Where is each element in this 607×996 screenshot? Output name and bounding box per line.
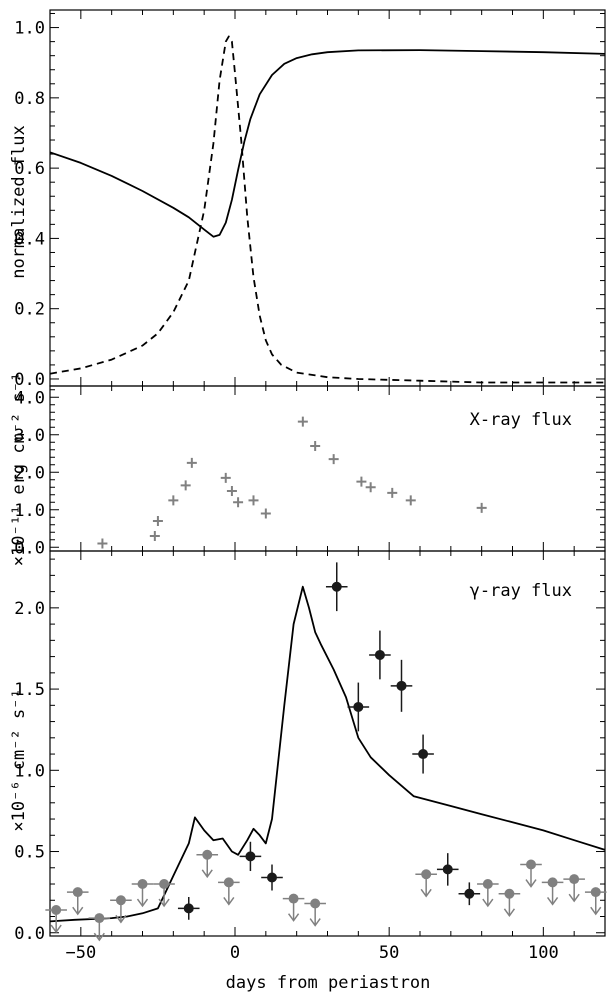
down-arrow-icon bbox=[420, 888, 432, 898]
x-axis-label: days from periastron bbox=[226, 973, 431, 993]
upper-limit-point bbox=[504, 888, 515, 899]
gamma-detection-point bbox=[396, 680, 407, 691]
upper-limit-point bbox=[526, 859, 536, 870]
xray-point bbox=[220, 472, 231, 483]
y-tick-label: 0.4 bbox=[14, 229, 45, 249]
y-tick-label: 0.5 bbox=[14, 843, 45, 863]
xray-point bbox=[365, 482, 376, 493]
y-tick-label: 0.0 bbox=[14, 924, 45, 944]
plot-frame bbox=[49, 550, 606, 937]
upper-limit-point bbox=[72, 887, 83, 898]
down-arrow-icon bbox=[482, 898, 494, 908]
solid-curve bbox=[49, 585, 606, 923]
y-tick-label: 1.5 bbox=[14, 680, 45, 700]
y-tick-label: 0.6 bbox=[14, 159, 45, 179]
upper-limit-point bbox=[115, 895, 126, 906]
down-arrow-icon bbox=[115, 914, 127, 924]
gamma-detection-point bbox=[245, 851, 256, 862]
upper-limit-point bbox=[202, 849, 213, 860]
y-tick-label: 0.0 bbox=[14, 370, 45, 390]
xray-point bbox=[356, 476, 367, 487]
down-arrow-icon bbox=[503, 908, 516, 918]
x-tick-label: 0 bbox=[230, 943, 240, 963]
upper-limit-point bbox=[51, 905, 62, 916]
upper-limit-point bbox=[547, 877, 558, 888]
xray-point bbox=[387, 487, 398, 498]
y-tick-label: 0.8 bbox=[14, 89, 45, 109]
gamma-detection-point bbox=[374, 649, 385, 660]
xray-point bbox=[226, 486, 237, 496]
down-arrow-icon bbox=[525, 879, 537, 888]
top-ylabel: normalized flux bbox=[9, 125, 29, 279]
y-tick-label: 0.2 bbox=[14, 300, 45, 320]
y-tick-label: 4.0 bbox=[14, 388, 45, 408]
down-arrow-icon bbox=[309, 918, 321, 927]
upper-limit-point bbox=[310, 898, 321, 909]
xray-point bbox=[310, 441, 321, 451]
bot-ylabel: ×10⁻⁶ cm⁻² s⁻¹ bbox=[9, 688, 29, 831]
solid-curve bbox=[49, 49, 606, 238]
down-arrow-icon bbox=[136, 898, 149, 908]
upper-limit-point bbox=[159, 879, 170, 890]
x-tick-label: 50 bbox=[379, 943, 399, 963]
xray-point bbox=[248, 495, 259, 506]
xray-point bbox=[233, 497, 244, 508]
x-tick-label: 100 bbox=[528, 943, 559, 963]
down-arrow-icon bbox=[590, 906, 602, 916]
xray-point bbox=[186, 457, 197, 468]
down-arrow-icon bbox=[93, 932, 105, 942]
xray-point bbox=[180, 480, 191, 491]
xray-point bbox=[476, 502, 487, 513]
gamma-detection-point bbox=[267, 872, 277, 883]
upper-limit-point bbox=[421, 869, 432, 880]
y-tick-label: 1.0 bbox=[14, 761, 45, 781]
xray-point bbox=[260, 508, 271, 519]
xray-point bbox=[168, 495, 179, 506]
y-tick-label: 0.0 bbox=[14, 538, 45, 558]
xray-point bbox=[405, 495, 416, 506]
xray-point bbox=[149, 531, 160, 541]
upper-limit-point bbox=[482, 879, 493, 890]
gamma-detection-point bbox=[183, 903, 194, 914]
upper-limit-point bbox=[137, 879, 148, 890]
mid-panel-title: X-ray flux bbox=[470, 410, 572, 430]
bot-panel-title: γ-ray flux bbox=[470, 581, 572, 601]
down-arrow-icon bbox=[287, 913, 300, 922]
gamma-detection-point bbox=[331, 581, 342, 592]
down-arrow-icon bbox=[158, 898, 170, 908]
xray-point bbox=[152, 516, 163, 526]
upper-limit-point bbox=[569, 874, 580, 885]
xray-point bbox=[297, 416, 308, 427]
y-tick-label: 3.0 bbox=[14, 426, 45, 446]
y-tick-label: 1.0 bbox=[14, 19, 45, 39]
down-arrow-icon bbox=[72, 906, 84, 916]
panel-gamma-ray-flux: 0.0 0.5 1.0 1.5 2.0 −50 0 50 100 bbox=[14, 550, 607, 963]
upper-limit-point bbox=[590, 887, 601, 898]
upper-limit-point bbox=[94, 913, 105, 924]
down-arrow-icon bbox=[201, 869, 213, 879]
upper-limit-point bbox=[288, 893, 299, 904]
down-arrow-icon bbox=[223, 896, 235, 906]
down-arrow-icon bbox=[568, 893, 580, 903]
dashed-curve bbox=[49, 35, 605, 384]
xray-point bbox=[97, 538, 108, 549]
mid-ylabel: ×10⁻¹¹ erg cm⁻² s⁻¹ bbox=[9, 372, 29, 566]
down-arrow-icon bbox=[546, 896, 559, 906]
gamma-detection-point bbox=[418, 749, 429, 760]
gamma-detection-point bbox=[442, 864, 453, 875]
y-tick-label: 1.0 bbox=[14, 501, 45, 521]
gamma-detection-point bbox=[353, 701, 364, 712]
gamma-detection-point bbox=[464, 888, 475, 899]
x-tick-label: −50 bbox=[65, 943, 96, 963]
plot-frame bbox=[49, 9, 606, 387]
xray-point bbox=[328, 454, 339, 465]
down-arrow-icon bbox=[50, 924, 62, 934]
panel-normalized-flux: 0.0 0.2 0.4 0.6 0.8 1.0 bbox=[14, 9, 606, 390]
y-tick-label: 2.0 bbox=[14, 463, 45, 483]
upper-limit-point bbox=[223, 877, 234, 888]
y-tick-label: 2.0 bbox=[14, 599, 45, 619]
